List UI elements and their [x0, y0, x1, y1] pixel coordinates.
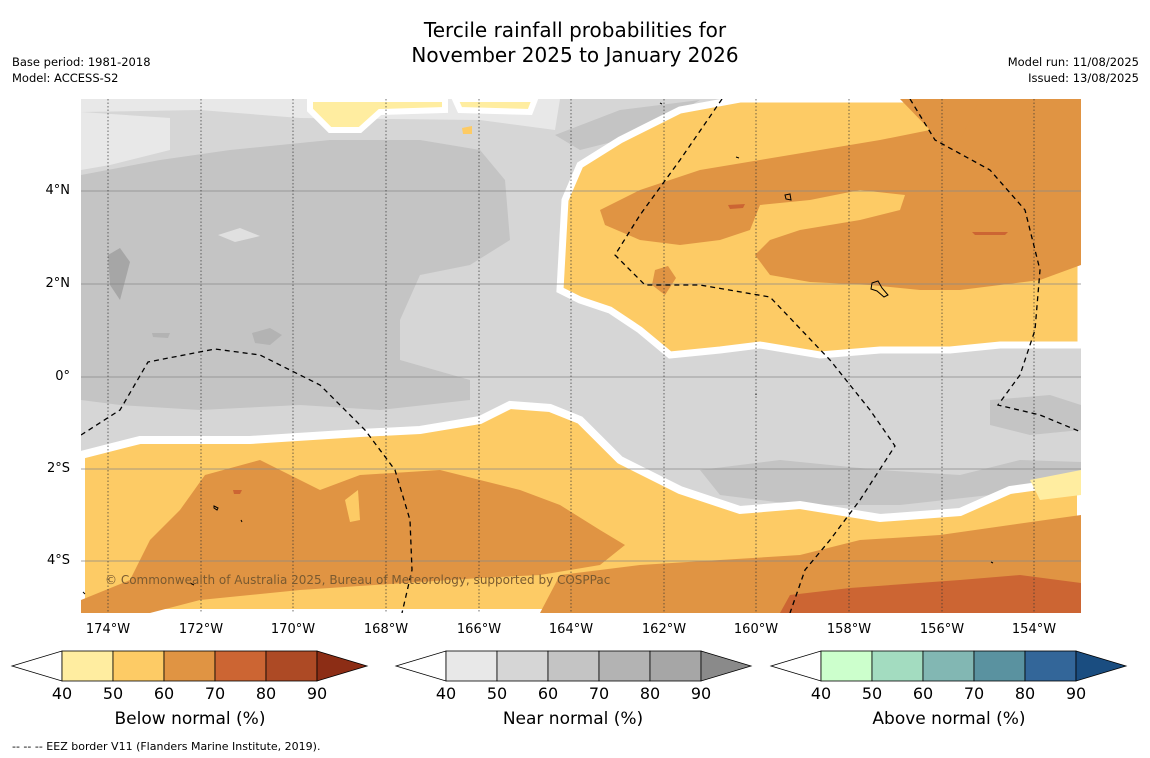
below-normal-70-spot-2	[972, 232, 1008, 235]
colorbar-near	[394, 650, 753, 682]
colorbar-segment	[649, 650, 702, 682]
colorbar-label-above: Above normal (%)	[872, 709, 1026, 729]
colorbar-segment	[547, 650, 600, 682]
near-normal-light-spot	[218, 228, 260, 242]
colorbar-tick-label: 60	[912, 684, 934, 703]
colorbar-tick-label: 60	[153, 684, 175, 703]
lon-label: 172°W	[178, 622, 224, 637]
below-normal-50-dot	[462, 126, 472, 134]
colorbar-segment	[61, 650, 114, 682]
colorbar-tick-label: 40	[810, 684, 832, 703]
lat-label: 2°S	[46, 461, 70, 476]
near-normal-70-spot-1	[252, 328, 282, 345]
lon-label: 160°W	[733, 622, 779, 637]
lon-label: 174°W	[85, 622, 131, 637]
colorbar-tick-label: 70	[588, 684, 610, 703]
islands	[82, 102, 994, 595]
colorbar-segment	[445, 650, 498, 682]
below-normal-40-top-2	[451, 99, 539, 116]
colorbar-tick-label: 80	[1014, 684, 1036, 703]
colorbar-extend-arrow	[700, 650, 753, 682]
colorbar-segment	[871, 650, 924, 682]
lon-label: 156°W	[919, 622, 965, 637]
colorbar-tick-label: 60	[537, 684, 559, 703]
meta-left: Base period: 1981-2018 Model: ACCESS-S2	[12, 54, 151, 86]
colorbar-segment	[1024, 650, 1077, 682]
lon-label: 162°W	[641, 622, 687, 637]
below-normal-60-spot	[652, 266, 676, 295]
title-line-1: Tercile rainfall probabilities for	[423, 18, 727, 42]
issued-date: Issued: 13/08/2025	[1028, 71, 1139, 85]
lat-label: 0°	[55, 369, 70, 384]
colorbar-segment	[973, 650, 1026, 682]
latitude-gridlines	[81, 190, 1081, 562]
lon-label: 154°W	[1011, 622, 1057, 637]
near-normal-80-spot	[108, 248, 130, 300]
colorbar-above	[769, 650, 1128, 682]
below-normal-60-ne-corner	[960, 99, 1081, 190]
lon-label: 168°W	[363, 622, 409, 637]
lat-label: 4°S	[46, 553, 70, 568]
colorbar-tick-label: 90	[306, 684, 328, 703]
lat-label: 2°N	[45, 276, 71, 291]
near-normal-60-west	[81, 140, 510, 410]
lon-label: 170°W	[270, 622, 316, 637]
below-normal-50-hole	[345, 490, 360, 522]
colorbar-tick-label: 50	[486, 684, 508, 703]
model-name: Model: ACCESS-S2	[12, 71, 119, 85]
base-period: Base period: 1981-2018	[12, 55, 151, 69]
lon-label: 166°W	[456, 622, 502, 637]
near-normal-40-left	[81, 112, 170, 170]
colorbar-segment	[820, 650, 873, 682]
below-normal-70-spot-1	[728, 204, 745, 209]
colorbar-tick-label: 90	[690, 684, 712, 703]
longitude-gridlines	[107, 99, 1035, 613]
colorbar-tick-label: 50	[861, 684, 883, 703]
copyright-notice: © Commonwealth of Australia 2025, Bureau…	[105, 573, 611, 587]
colorbar-label-below: Below normal (%)	[114, 709, 266, 729]
below-normal-60-south-west	[81, 460, 625, 613]
colorbar-segment	[163, 650, 216, 682]
colorbar-below	[10, 650, 369, 682]
colorbar-tick-label: 70	[204, 684, 226, 703]
below-normal-60-north-east	[600, 99, 1081, 290]
colorbar-tick-label: 40	[435, 684, 457, 703]
colorbar-tick-label: 90	[1065, 684, 1087, 703]
near-normal-60-east	[990, 395, 1081, 435]
below-normal-70-south	[780, 575, 1081, 613]
colorbar-tick-label: 40	[51, 684, 73, 703]
colorbar-label-near: Near normal (%)	[502, 709, 644, 729]
near-normal-60-north	[555, 100, 700, 150]
near-normal-60-south	[700, 460, 1081, 505]
below-normal-40-se	[1030, 470, 1081, 500]
footnote: -- -- -- EEZ border V11 (Flanders Marine…	[12, 740, 321, 753]
below-normal-40-top-1	[307, 99, 448, 133]
colorbar-segment	[922, 650, 975, 682]
near-normal-70-spot-2	[152, 333, 170, 338]
meta-right: Model run: 11/08/2025 Issued: 13/08/2025	[1008, 54, 1139, 86]
lon-label: 158°W	[826, 622, 872, 637]
colorbar-segment	[598, 650, 651, 682]
model-run: Model run: 11/08/2025	[1007, 55, 1139, 69]
colorbar-extend-arrow	[316, 650, 369, 682]
colorbar-segment	[265, 650, 318, 682]
colorbar-tick-label: 80	[255, 684, 277, 703]
colorbar-extend-arrow	[1075, 650, 1128, 682]
colorbar-segment	[214, 650, 267, 682]
colorbar-segment	[496, 650, 549, 682]
colorbar-tick-label: 80	[639, 684, 661, 703]
colorbar-tick-label: 50	[102, 684, 124, 703]
lon-label: 164°W	[548, 622, 594, 637]
colorbar-segment	[112, 650, 165, 682]
below-normal-70-dot	[233, 490, 242, 494]
eez-borders	[81, 99, 1081, 613]
map-layers	[81, 99, 1081, 613]
lat-label: 4°N	[45, 183, 71, 198]
colorbar-tick-label: 70	[963, 684, 985, 703]
map-title: Tercile rainfall probabilities for Novem…	[0, 18, 1150, 68]
title-line-2: November 2025 to January 2026	[411, 43, 739, 67]
